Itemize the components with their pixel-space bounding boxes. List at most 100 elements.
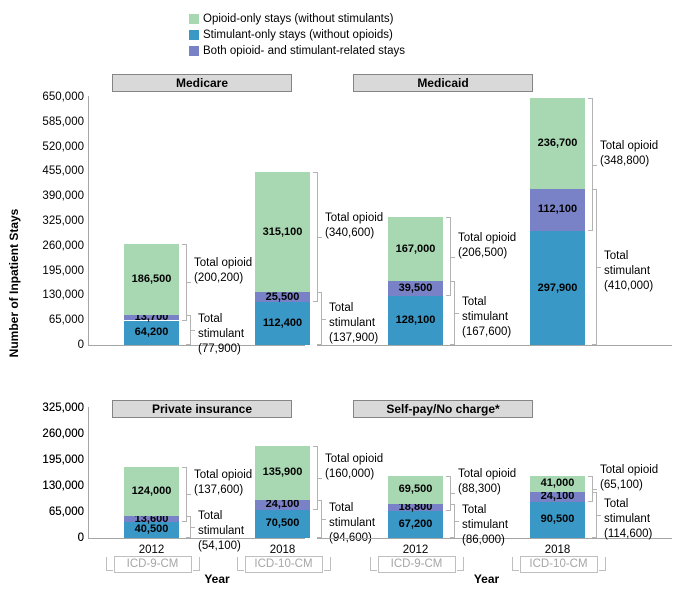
bar-segment-stimulant-only: [388, 296, 443, 345]
total-opioid-brace: [313, 445, 318, 447]
y-tick-label: 65,000: [48, 314, 84, 327]
bar-value-label: 112,400: [262, 317, 303, 330]
icd-bracket-left-icon: [369, 557, 377, 571]
bar-value-label: 39,500: [398, 282, 433, 295]
y-tick-label: 0: [77, 532, 84, 544]
total-stimulant-annotation: Total stimulant (410,000): [604, 249, 654, 292]
bar-segment-both: [255, 500, 310, 510]
total-opioid-annotation: Total opioid (206,500): [458, 231, 517, 259]
icd-box: ICD-9-CM: [377, 556, 456, 573]
y-tick-label: 65,000: [48, 506, 84, 518]
panel-header: Medicaid: [353, 74, 533, 92]
x-axis-line: [88, 538, 305, 539]
total-opioid-brace: [446, 475, 451, 477]
total-opioid-brace: [182, 466, 187, 468]
y-axis-line: [88, 407, 89, 538]
total-stimulant-brace: [317, 500, 322, 502]
x-year-label: 2012: [138, 544, 165, 556]
panel-header: Self-pay/No charge*: [353, 400, 533, 418]
total-stimulant-brace: [317, 344, 322, 345]
y-tick-label: 130,000: [42, 480, 84, 492]
y-tick-label: 130,000: [42, 480, 84, 492]
bar-segment-opioid-only: [388, 475, 443, 504]
bar-segment-opioid-only: [255, 445, 310, 501]
icd-bracket-left-icon: [105, 557, 113, 571]
total-stimulant-brace: [186, 516, 191, 518]
legend-label: Both opioid- and stimulant-related stays: [203, 45, 405, 57]
total-stimulant-brace: [186, 537, 191, 538]
bar-segment-opioid-only: [388, 217, 443, 282]
y-tick-label: 130,000: [42, 289, 84, 302]
bar-segment-opioid-only: [124, 466, 179, 517]
bar-value-label: 41,000: [540, 477, 575, 490]
opioid-only-swatch-icon: [189, 14, 199, 24]
bar-value-label: 124,000: [131, 485, 172, 498]
total-opioid-brace: [317, 445, 318, 510]
total-opioid-brace: [588, 98, 593, 100]
bar-segment-opioid-only: [530, 475, 585, 493]
total-stimulant-brace: [450, 281, 455, 283]
bar-value-label: 90,500: [540, 513, 575, 526]
total-opioid-annotation: Total opioid (200,200): [194, 257, 253, 285]
total-opioid-brace: [182, 520, 187, 522]
total-stimulant-brace: [592, 344, 597, 345]
bar-value-label: 18,800: [398, 500, 433, 513]
y-tick-label: 260,000: [42, 239, 84, 252]
icd-bracket-left-icon: [511, 557, 519, 571]
total-opioid-brace: [317, 237, 322, 238]
icd-box: ICD-10-CM: [244, 556, 323, 573]
y-tick-label: 0: [77, 532, 84, 544]
total-stimulant-brace: [190, 330, 195, 331]
bar-segment-both: [530, 492, 585, 502]
x-year-label: 2012: [402, 544, 429, 556]
y-tick-label: 325,000: [42, 215, 84, 227]
total-stimulant-brace: [450, 344, 455, 345]
total-opioid-brace: [182, 244, 187, 246]
y-tick-label: 585,000: [42, 115, 84, 128]
total-stimulant-annotation: Total stimulant (167,600): [462, 296, 512, 339]
bar-value-label: 315,100: [262, 225, 303, 238]
icd-box: ICD-9-CM: [113, 556, 192, 573]
bar-value-label: 25,500: [265, 290, 300, 303]
total-stimulant-brace: [596, 267, 601, 268]
bar-value-label: 128,100: [395, 314, 436, 327]
bar-segment-stimulant-only: [530, 231, 585, 345]
total-stimulant-brace: [186, 344, 191, 345]
bar-segment-both: [124, 315, 179, 321]
total-stimulant-annotation: Total stimulant (54,100): [198, 510, 245, 553]
total-opioid-brace: [317, 478, 322, 479]
stimulant-only-swatch-icon: [189, 30, 199, 40]
total-stimulant-annotation: Total stimulant (77,900): [198, 313, 245, 356]
panel-header: Medicare: [112, 74, 292, 92]
bar-segment-stimulant-only: [388, 511, 443, 538]
bar-segment-both: [388, 281, 443, 297]
total-stimulant-brace: [454, 503, 455, 538]
y-tick-label: 455,000: [42, 165, 84, 178]
x-axis-line: [317, 538, 672, 539]
bar-value-label: 112,100: [537, 203, 578, 216]
y-tick-label: 260,000: [42, 428, 84, 440]
total-opioid-brace: [446, 295, 451, 297]
y-tick-label: 260,000: [42, 428, 84, 440]
legend-label: Stimulant-only stays (without opioids): [203, 29, 393, 41]
bar-value-label: 24,100: [265, 498, 300, 511]
bar-value-label: 167,000: [395, 242, 436, 255]
panel-header: Private insurance: [112, 400, 292, 418]
x-year-label: 2018: [544, 544, 571, 556]
total-opioid-brace: [450, 257, 455, 258]
total-stimulant-brace: [321, 292, 322, 345]
y-tick-label: 65,000: [48, 506, 84, 518]
y-tick-label: 325,000: [42, 402, 84, 414]
total-opioid-brace: [592, 489, 597, 490]
y-tick-label: 390,000: [42, 190, 84, 203]
total-stimulant-brace: [450, 503, 455, 505]
total-opioid-brace: [182, 319, 187, 321]
total-opioid-brace: [313, 301, 318, 303]
total-opioid-brace: [313, 508, 318, 510]
total-stimulant-brace: [592, 537, 597, 538]
bar-value-label: 40,500: [134, 523, 169, 536]
total-stimulant-brace: [317, 292, 322, 294]
bar-value-label: 24,100: [540, 490, 575, 503]
total-stimulant-brace: [186, 315, 191, 317]
